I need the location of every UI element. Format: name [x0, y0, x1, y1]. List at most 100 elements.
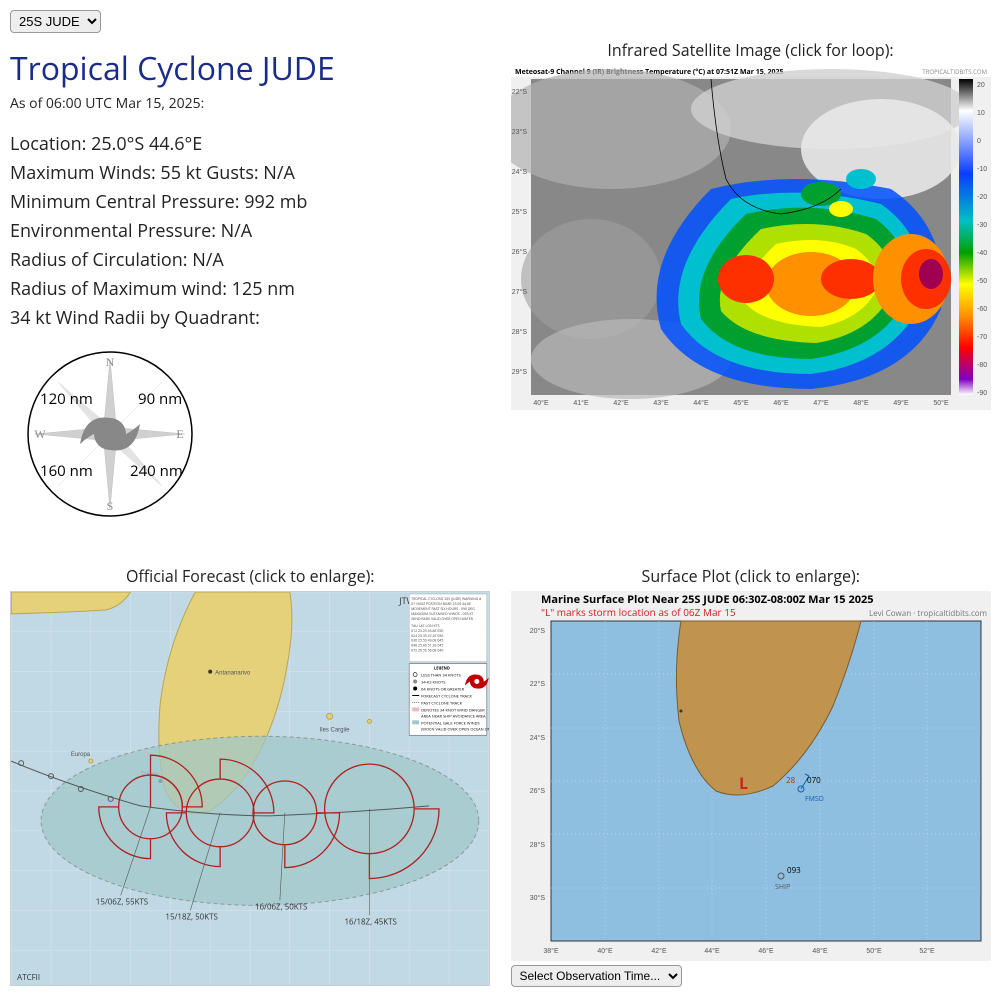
- stat-roci: Radius of Circulation: N/A: [10, 247, 490, 274]
- svg-text:40°E: 40°E: [597, 947, 613, 955]
- svg-text:-40: -40: [977, 250, 987, 257]
- stat-location: Location: 25.0°S 44.6°E: [10, 131, 490, 158]
- svg-text:E: E: [176, 427, 183, 441]
- svg-text:0: 0: [977, 138, 981, 145]
- forecast-caption: Official Forecast (click to enlarge):: [10, 565, 491, 587]
- svg-text:46°E: 46°E: [758, 947, 774, 955]
- storm-selector[interactable]: 25S JUDE: [10, 10, 101, 33]
- svg-text:160 nm: 160 nm: [40, 461, 93, 481]
- svg-text:L: L: [739, 772, 748, 794]
- svg-text:070: 070: [807, 775, 821, 786]
- svg-text:Europa: Europa: [71, 752, 91, 758]
- svg-text:15/06Z, 55KTS: 15/06Z, 55KTS: [96, 897, 148, 907]
- svg-text:27°S: 27°S: [511, 288, 527, 296]
- svg-text:42°E: 42°E: [613, 399, 629, 407]
- svg-text:29°S: 29°S: [511, 368, 527, 376]
- svg-text:52°E: 52°E: [919, 947, 935, 955]
- svg-text:W: W: [34, 427, 46, 441]
- svg-text:16/06Z, 50KTS: 16/06Z, 50KTS: [255, 902, 307, 912]
- svg-text:S: S: [107, 499, 114, 513]
- svg-text:093: 093: [787, 865, 801, 876]
- storm-stats: Location: 25.0°S 44.6°E Maximum Winds: 5…: [10, 131, 490, 332]
- forecast-map[interactable]: Antananarivo Toliara Iles Cargile Europa: [10, 591, 490, 986]
- svg-text:48°E: 48°E: [812, 947, 828, 955]
- svg-text:22°S: 22°S: [529, 680, 545, 688]
- stat-maxwinds: Maximum Winds: 55 kt Gusts: N/A: [10, 160, 490, 187]
- wind-radii-compass: N S E W 90 nm 120 nm 160 nm 240 nm: [10, 334, 210, 534]
- svg-text:072 26.5S 56.0E 040: 072 26.5S 56.0E 040: [411, 649, 443, 654]
- svg-text:24°S: 24°S: [511, 168, 527, 176]
- svg-text:46°E: 46°E: [773, 399, 789, 407]
- svg-text:34-63 KNOTS: 34-63 KNOTS: [421, 681, 445, 686]
- svg-text:Levi Cowan · tropicaltidbits.c: Levi Cowan · tropicaltidbits.com: [869, 608, 987, 619]
- svg-text:"L" marks storm location as of: "L" marks storm location as of 06Z Mar 1…: [541, 605, 736, 619]
- svg-text:48°E: 48°E: [853, 399, 869, 407]
- svg-text:N: N: [106, 355, 115, 369]
- svg-text:50°E: 50°E: [933, 399, 949, 407]
- svg-text:ATCFII: ATCFII: [17, 973, 40, 983]
- stat-envpres: Environmental Pressure: N/A: [10, 218, 490, 245]
- svg-text:28°S: 28°S: [529, 841, 545, 849]
- svg-text:Iles Cargile: Iles Cargile: [320, 727, 350, 733]
- svg-text:38°E: 38°E: [543, 947, 559, 955]
- svg-text:DENOTES 34 KNOT WIND DANGER: DENOTES 34 KNOT WIND DANGER: [421, 708, 485, 713]
- svg-text:15/18Z, 50KTS: 15/18Z, 50KTS: [166, 912, 218, 922]
- svg-text:42°E: 42°E: [651, 947, 667, 955]
- svg-text:-60: -60: [977, 306, 987, 313]
- svg-text:90 nm: 90 nm: [138, 389, 182, 409]
- svg-text:26°S: 26°S: [529, 787, 545, 795]
- svg-text:FMSD: FMSD: [805, 795, 824, 804]
- svg-text:Antananarivo: Antananarivo: [215, 671, 251, 677]
- svg-text:240 nm: 240 nm: [130, 461, 183, 481]
- svg-text:POTENTIAL GALE FORCE WINDS: POTENTIAL GALE FORCE WINDS: [421, 721, 480, 726]
- svg-text:WIND RADII VALID OVER OPEN WAT: WIND RADII VALID OVER OPEN WATER: [411, 617, 474, 622]
- svg-text:44°E: 44°E: [704, 947, 720, 955]
- svg-text:LESS THAN 34 KNOTS: LESS THAN 34 KNOTS: [421, 674, 461, 679]
- svg-text:-30: -30: [977, 222, 987, 229]
- svg-text:SHIP: SHIP: [775, 883, 790, 892]
- svg-text:45°E: 45°E: [733, 399, 749, 407]
- svg-text:(WOCN VALID OVER OPEN OCEAN ON: (WOCN VALID OVER OPEN OCEAN ONLY): [421, 727, 490, 732]
- surface-caption: Surface Plot (click to enlarge):: [511, 565, 992, 587]
- svg-text:49°E: 49°E: [893, 399, 909, 407]
- svg-text:-90: -90: [977, 390, 987, 397]
- svg-text:30°S: 30°S: [529, 894, 545, 902]
- svg-text:-50: -50: [977, 278, 987, 285]
- svg-text:25°S: 25°S: [511, 208, 527, 216]
- svg-text:22°S: 22°S: [511, 88, 527, 96]
- svg-text:20: 20: [977, 82, 985, 89]
- svg-text:-80: -80: [977, 362, 987, 369]
- svg-text:47°E: 47°E: [813, 399, 829, 407]
- svg-text:24°S: 24°S: [529, 734, 545, 742]
- svg-text:44°E: 44°E: [693, 399, 709, 407]
- stat-radii-label: 34 kt Wind Radii by Quadrant:: [10, 305, 490, 332]
- svg-text:28°S: 28°S: [511, 328, 527, 336]
- svg-text:16/18Z, 45KTS: 16/18Z, 45KTS: [345, 917, 397, 927]
- svg-text:FORECAST CYCLONE TRACK: FORECAST CYCLONE TRACK: [421, 694, 472, 699]
- svg-text:-70: -70: [977, 334, 987, 341]
- svg-text:50°E: 50°E: [866, 947, 882, 955]
- svg-text:64 KNOTS OR GREATER: 64 KNOTS OR GREATER: [421, 687, 464, 692]
- svg-text:28: 28: [786, 775, 796, 786]
- svg-text:41°E: 41°E: [573, 399, 589, 407]
- ir-satellite-image[interactable]: Meteosat-9 Channel 9 (IR) Brightness Tem…: [511, 65, 991, 410]
- svg-text:26°S: 26°S: [511, 248, 527, 256]
- stat-minpres: Minimum Central Pressure: 992 mb: [10, 189, 490, 216]
- surface-plot[interactable]: Marine Surface Plot Near 25S JUDE 06:30Z…: [511, 591, 991, 961]
- observation-time-selector[interactable]: Select Observation Time...: [511, 965, 682, 987]
- svg-text:-10: -10: [977, 166, 987, 173]
- page-title: Tropical Cyclone JUDE: [10, 47, 490, 90]
- svg-text:PAST CYCLONE TRACK: PAST CYCLONE TRACK: [421, 701, 463, 706]
- svg-text:10: 10: [977, 110, 985, 117]
- svg-text:120 nm: 120 nm: [40, 389, 93, 409]
- asof-timestamp: As of 06:00 UTC Mar 15, 2025:: [10, 94, 490, 113]
- ir-caption: Infrared Satellite Image (click for loop…: [510, 39, 991, 61]
- svg-text:-20: -20: [977, 194, 987, 201]
- svg-text:TROPICALTIDBITS.COM: TROPICALTIDBITS.COM: [922, 68, 987, 76]
- svg-text:LEGEND: LEGEND: [434, 667, 450, 672]
- stat-rmw: Radius of Maximum wind: 125 nm: [10, 276, 490, 303]
- svg-text:AREA NEAR SHIP AVOIDANCE AREA: AREA NEAR SHIP AVOIDANCE AREA: [421, 714, 486, 719]
- svg-text:20°S: 20°S: [529, 627, 545, 635]
- svg-text:40°E: 40°E: [533, 399, 549, 407]
- svg-text:23°S: 23°S: [511, 128, 527, 136]
